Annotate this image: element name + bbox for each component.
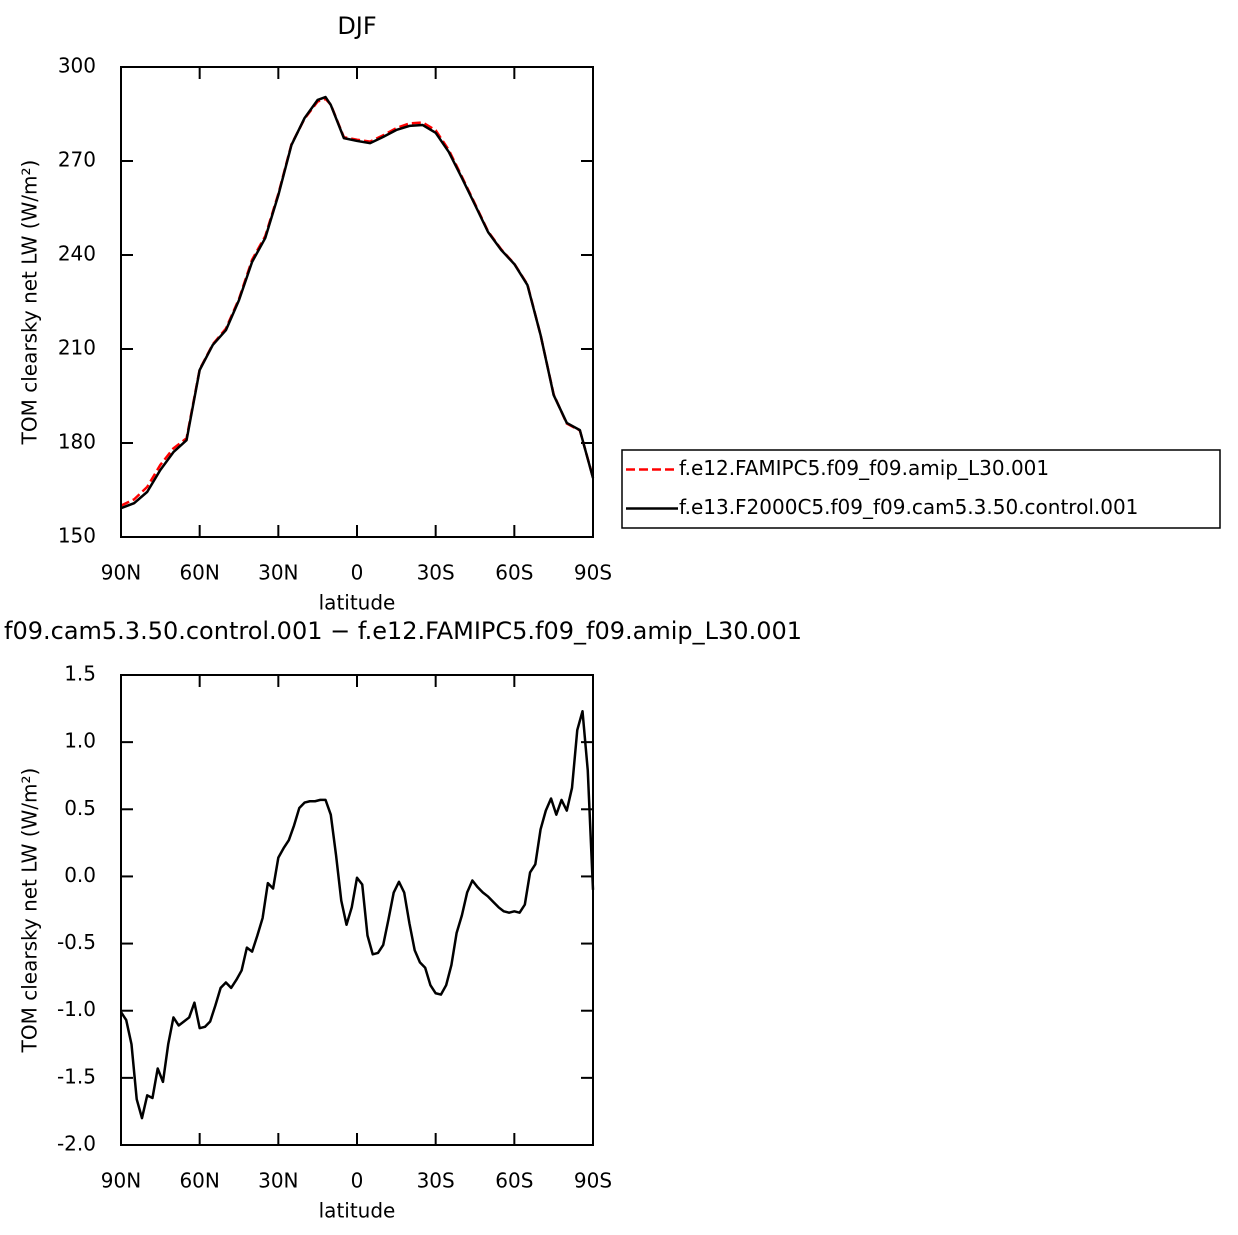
x-tick-label: 90S [574,561,612,585]
x-tick-label: 60N [179,1169,219,1193]
y-axis-label: TOM clearsky net LW (W/m²) [18,768,42,1054]
series-line [119,710,595,1120]
x-axis-label: latitude [319,591,396,615]
x-tick-label: 60S [495,561,533,585]
legend-label: f.e13.F2000C5.f09_f09.cam5.3.50.control.… [679,495,1138,519]
x-tick-label: 0 [351,561,364,585]
x-tick-label: 30S [417,1169,455,1193]
series-line [120,95,595,510]
y-tick-label: 300 [58,54,96,78]
x-axis-label: latitude [319,1199,396,1223]
x-tick-label: 30S [417,561,455,585]
x-tick-label: 30N [258,561,298,585]
y-tick-label: 180 [58,430,96,454]
x-tick-label: 30N [258,1169,298,1193]
series-line [120,97,595,507]
y-tick-label: -1.5 [57,1064,96,1088]
y-axis-label: TOM clearsky net LW (W/m²) [18,160,42,446]
x-tick-label: 90N [101,561,141,585]
y-tick-label: 0.5 [64,796,96,820]
x-tick-label: 60S [495,1169,533,1193]
plot-frame [120,66,594,538]
y-tick-label: -0.5 [57,930,96,954]
x-tick-label: 90S [574,1169,612,1193]
y-tick-label: -2.0 [57,1132,96,1156]
legend-box [621,449,1221,529]
y-tick-label: 150 [58,524,96,548]
legend-label: f.e12.FAMIPC5.f09_f09.amip_L30.001 [679,456,1049,480]
x-tick-label: 90N [101,1169,141,1193]
y-tick-label: 210 [58,336,96,360]
y-tick-label: 240 [58,242,96,266]
y-tick-label: 0.0 [64,863,96,887]
chart-title: DJF [337,12,376,40]
x-tick-label: 0 [351,1169,364,1193]
y-tick-label: 1.5 [64,662,96,686]
plot-frame [120,674,594,1146]
chart-title: f09.cam5.3.50.control.001 − f.e12.FAMIPC… [4,617,802,645]
x-tick-label: 60N [179,561,219,585]
y-tick-label: 270 [58,148,96,172]
y-tick-label: -1.0 [57,997,96,1021]
y-tick-label: 1.0 [64,729,96,753]
